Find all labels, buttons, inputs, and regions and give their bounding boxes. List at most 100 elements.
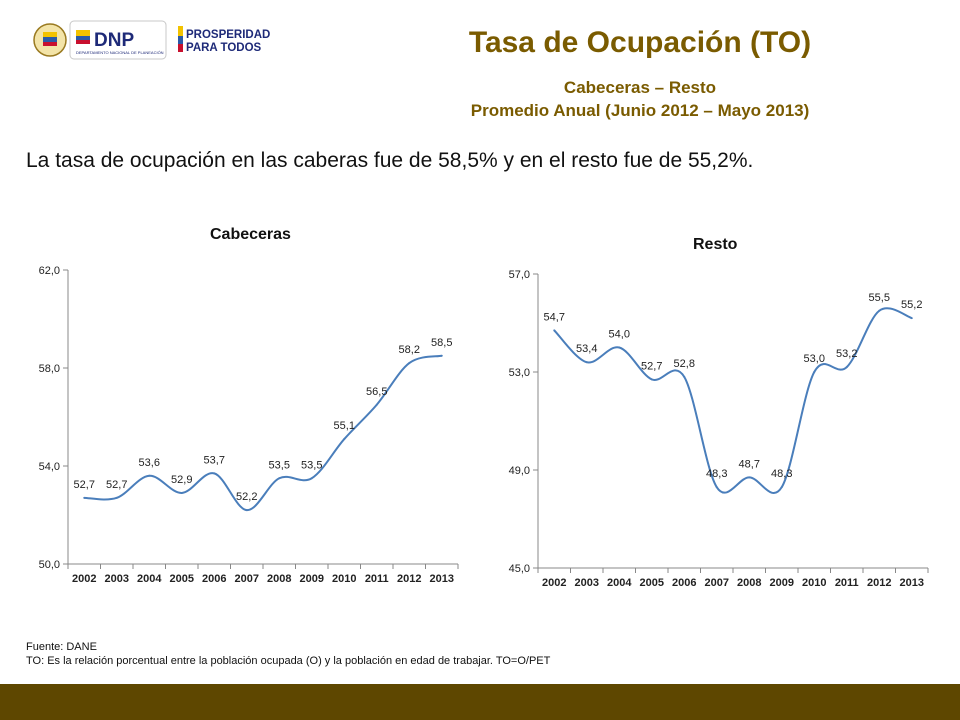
dnp-logo-text: DNP xyxy=(94,30,134,51)
x-tick-label: 2009 xyxy=(770,577,794,589)
chart-resto: 45,0 49,0 53,0 57,0 2002 2003 2004 2005 2006 2007… xyxy=(509,269,929,589)
data-point xyxy=(440,354,443,357)
x-tick-label: 2006 xyxy=(202,573,226,585)
data-point xyxy=(813,371,816,373)
data-label: 48,3 xyxy=(771,468,792,480)
x-tick-label: 2007 xyxy=(705,577,729,589)
y-tick-label: 53,0 xyxy=(509,367,530,379)
data-label: 58,5 xyxy=(431,337,452,349)
x-tick-label: 2007 xyxy=(235,573,259,585)
x-tick-label: 2010 xyxy=(802,577,826,589)
x-tick-label: 2004 xyxy=(137,573,162,585)
data-point xyxy=(115,496,118,499)
data-label: 52,8 xyxy=(674,358,695,370)
data-label: 53,2 xyxy=(836,348,857,360)
data-point xyxy=(910,317,913,320)
logos-svg: DNP DEPARTAMENTO NACIONAL DE PLANEACIÓN … xyxy=(33,20,270,60)
data-point xyxy=(845,366,848,369)
data-label: 48,3 xyxy=(706,468,727,480)
data-point xyxy=(748,476,751,479)
data-point xyxy=(278,477,281,480)
data-point xyxy=(715,486,718,489)
data-label: 54,7 xyxy=(544,311,565,323)
y-tick-label: 62,0 xyxy=(39,265,60,277)
data-point xyxy=(585,361,588,364)
x-tick-label: 2006 xyxy=(672,577,696,589)
data-label: 52,2 xyxy=(236,491,257,503)
data-point xyxy=(650,378,653,381)
data-label: 53,4 xyxy=(576,343,597,355)
data-label: 52,9 xyxy=(171,474,192,486)
dnp-logo: DNP DEPARTAMENTO NACIONAL DE PLANEACIÓN xyxy=(69,20,167,60)
data-label: 55,5 xyxy=(869,292,890,304)
data-label: 52,7 xyxy=(106,479,127,491)
x-tick-label: 2005 xyxy=(640,577,664,589)
data-point xyxy=(245,509,248,512)
data-label: 52,7 xyxy=(641,360,662,372)
x-tick-label: 2005 xyxy=(170,573,194,585)
chart-title-resto: Resto xyxy=(693,236,738,253)
data-label: 48,7 xyxy=(739,458,760,470)
footer-definition: TO: Es la relación porcentual entre la p… xyxy=(26,655,551,667)
summary-text: La tasa de ocupación en las caberas fue … xyxy=(26,149,754,172)
data-label: 58,2 xyxy=(399,344,420,356)
x-tick-label: 2002 xyxy=(72,573,96,585)
data-point xyxy=(780,486,783,489)
y-tick-label: 57,0 xyxy=(509,269,530,281)
data-point xyxy=(683,375,686,378)
data-point xyxy=(408,362,411,365)
data-label: 53,6 xyxy=(139,457,160,469)
x-tick-label: 2012 xyxy=(867,577,891,589)
data-label: 53,0 xyxy=(804,353,825,365)
data-point xyxy=(343,438,346,441)
header-logos: DNP DEPARTAMENTO NACIONAL DE PLANEACIÓN … xyxy=(28,18,298,64)
series-line xyxy=(84,354,442,512)
x-tick-label: 2012 xyxy=(397,573,421,585)
data-label: 54,0 xyxy=(609,329,630,341)
data-point xyxy=(310,477,313,480)
data-label: 52,7 xyxy=(74,479,95,491)
data-label: 53,5 xyxy=(269,459,290,471)
x-tick-label: 2013 xyxy=(430,573,454,585)
data-point xyxy=(213,472,216,475)
x-tick-label: 2011 xyxy=(365,573,389,585)
x-tick-label: 2008 xyxy=(267,573,291,585)
x-tick-label: 2009 xyxy=(300,573,324,585)
data-point xyxy=(83,496,86,499)
y-tick-label: 54,0 xyxy=(39,461,60,473)
footer-notes: Fuente: DANE TO: Es la relación porcentu… xyxy=(26,640,550,668)
y-tick-label: 58,0 xyxy=(39,363,60,375)
data-point xyxy=(180,491,183,494)
data-point xyxy=(375,403,378,406)
page-subtitle: Cabeceras – Resto xyxy=(563,78,717,97)
data-point xyxy=(148,474,151,477)
page-subtitle-period: Promedio Anual (Junio 2012 – Mayo 2013) xyxy=(470,101,810,120)
x-tick-label: 2004 xyxy=(607,577,632,589)
x-tick-label: 2008 xyxy=(737,577,761,589)
x-tick-label: 2013 xyxy=(900,577,924,589)
chart-title-cabeceras: Cabeceras xyxy=(210,226,291,243)
data-label: 53,5 xyxy=(301,459,322,471)
y-tick-label: 49,0 xyxy=(509,465,530,477)
data-label: 55,2 xyxy=(901,299,922,311)
y-tick-label: 50,0 xyxy=(39,559,60,571)
prosperidad-line2: PARA TODOS xyxy=(186,42,262,54)
colombia-seal-icon xyxy=(33,23,67,57)
data-point xyxy=(553,329,556,332)
data-label: 55,1 xyxy=(334,420,355,432)
page-title: Tasa de Ocupación (TO) xyxy=(468,26,812,59)
data-point xyxy=(878,309,881,312)
data-point xyxy=(618,346,621,349)
x-tick-label: 2003 xyxy=(105,573,129,585)
x-tick-label: 2011 xyxy=(835,577,859,589)
data-label: 56,5 xyxy=(366,386,387,398)
prosperidad-logo: PROSPERIDAD PARA TODOS xyxy=(178,26,270,54)
x-tick-label: 2003 xyxy=(575,577,599,589)
y-tick-label: 45,0 xyxy=(509,563,530,575)
chart-cabeceras: 50,0 54,0 58,0 62,0 2002 2003 2004 2005 2006 2007… xyxy=(39,265,459,585)
prosperidad-line1: PROSPERIDAD xyxy=(186,29,270,41)
dnp-logo-subtext: DEPARTAMENTO NACIONAL DE PLANEACIÓN xyxy=(76,50,164,55)
x-tick-label: 2002 xyxy=(542,577,566,589)
footer-source: Fuente: DANE xyxy=(26,641,97,653)
x-tick-label: 2010 xyxy=(332,573,356,585)
